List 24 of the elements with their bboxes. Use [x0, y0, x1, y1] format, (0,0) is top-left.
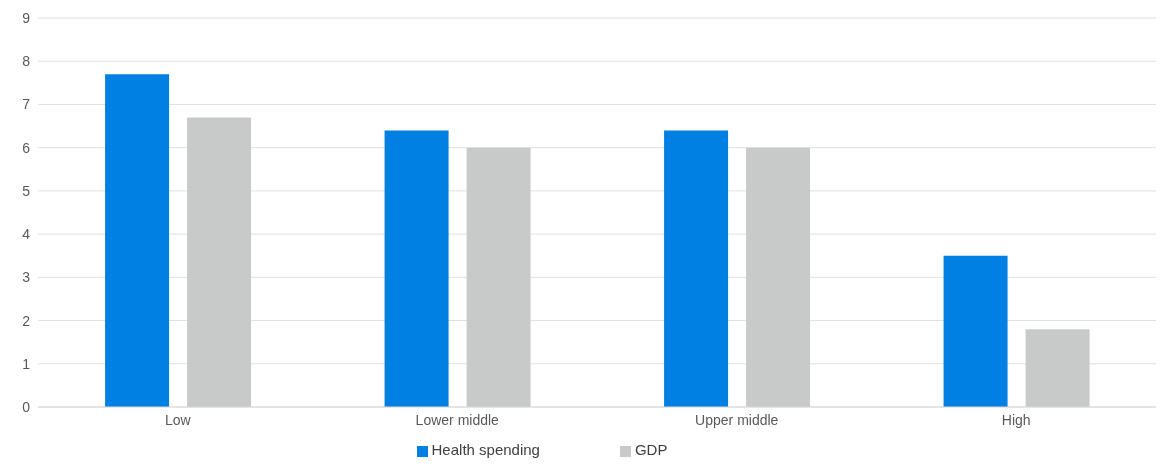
- y-tick-label: 0: [22, 398, 31, 415]
- bar: [384, 130, 449, 407]
- x-tick-label: Lower middle: [415, 411, 500, 428]
- y-tick-label: 7: [22, 96, 31, 113]
- y-tick-label: 4: [22, 226, 31, 243]
- bar: [187, 117, 252, 407]
- bar: [664, 130, 729, 407]
- y-tick-label: 5: [22, 182, 31, 199]
- y-tick-label: 6: [22, 139, 31, 156]
- bar: [1025, 329, 1090, 407]
- bar: [466, 147, 531, 407]
- y-tick-label: 9: [22, 9, 31, 26]
- y-tick-label: 1: [22, 355, 31, 372]
- y-tick-label: 3: [22, 269, 31, 286]
- x-tick-label: High: [1001, 411, 1031, 428]
- bar: [746, 147, 811, 407]
- x-tick-label: Low: [164, 411, 192, 428]
- x-tick-label: Upper middle: [695, 411, 779, 428]
- bar: [943, 255, 1008, 407]
- bar: [105, 74, 170, 407]
- y-tick-label: 8: [22, 53, 31, 70]
- legend-label: Health spending: [431, 441, 540, 458]
- legend-label: GDP: [634, 441, 668, 458]
- y-tick-label: 2: [22, 312, 31, 329]
